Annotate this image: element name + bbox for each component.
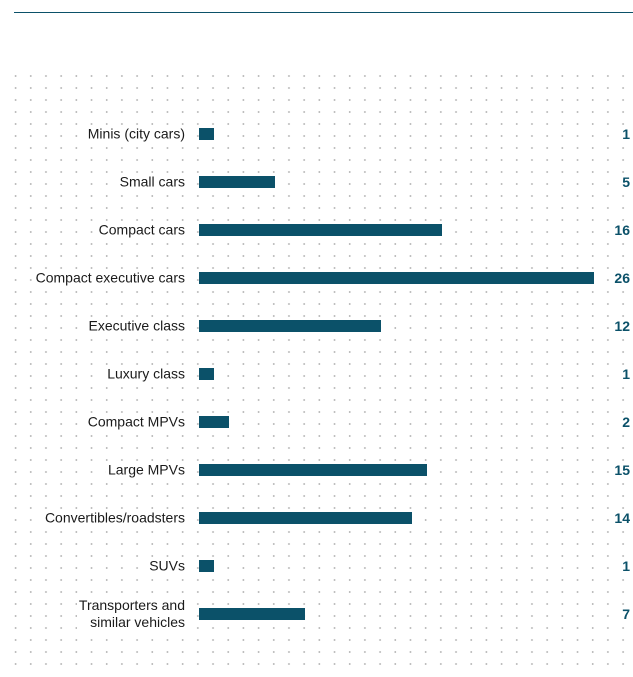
- bar: [199, 512, 412, 524]
- bar: [199, 464, 427, 476]
- bar: [199, 560, 215, 572]
- bar: [199, 608, 306, 620]
- category-label: Large MPVs: [105, 461, 185, 479]
- category-label: Minis (city cars): [85, 125, 185, 143]
- value-label: 5: [618, 174, 630, 190]
- bar: [199, 416, 230, 428]
- bar: [199, 128, 215, 140]
- bar: [199, 176, 275, 188]
- category-label: Compact MPVs: [85, 413, 185, 431]
- value-label: 16: [610, 222, 630, 238]
- category-label: Small cars: [117, 173, 185, 191]
- value-label: 2: [618, 414, 630, 430]
- value-label: 1: [618, 558, 630, 574]
- bar: [199, 368, 215, 380]
- value-label: 14: [610, 510, 630, 526]
- bar: [199, 272, 594, 284]
- value-label: 12: [610, 318, 630, 334]
- bar: [199, 320, 382, 332]
- value-label: 1: [618, 366, 630, 382]
- value-label: 1: [618, 126, 630, 142]
- top-rule: [14, 12, 633, 13]
- category-label: Transporters and similar vehicles: [76, 597, 185, 631]
- dot-grid: [8, 70, 633, 666]
- category-label: Compact executive cars: [33, 269, 185, 287]
- bar: [199, 224, 443, 236]
- category-label: Compact cars: [96, 221, 185, 239]
- value-label: 15: [610, 462, 630, 478]
- category-label: Executive class: [86, 317, 185, 335]
- category-label: Luxury class: [105, 365, 185, 383]
- category-label: Convertibles/roadsters: [42, 509, 185, 527]
- category-label: SUVs: [147, 557, 185, 575]
- value-label: 26: [610, 270, 630, 286]
- value-label: 7: [618, 606, 630, 622]
